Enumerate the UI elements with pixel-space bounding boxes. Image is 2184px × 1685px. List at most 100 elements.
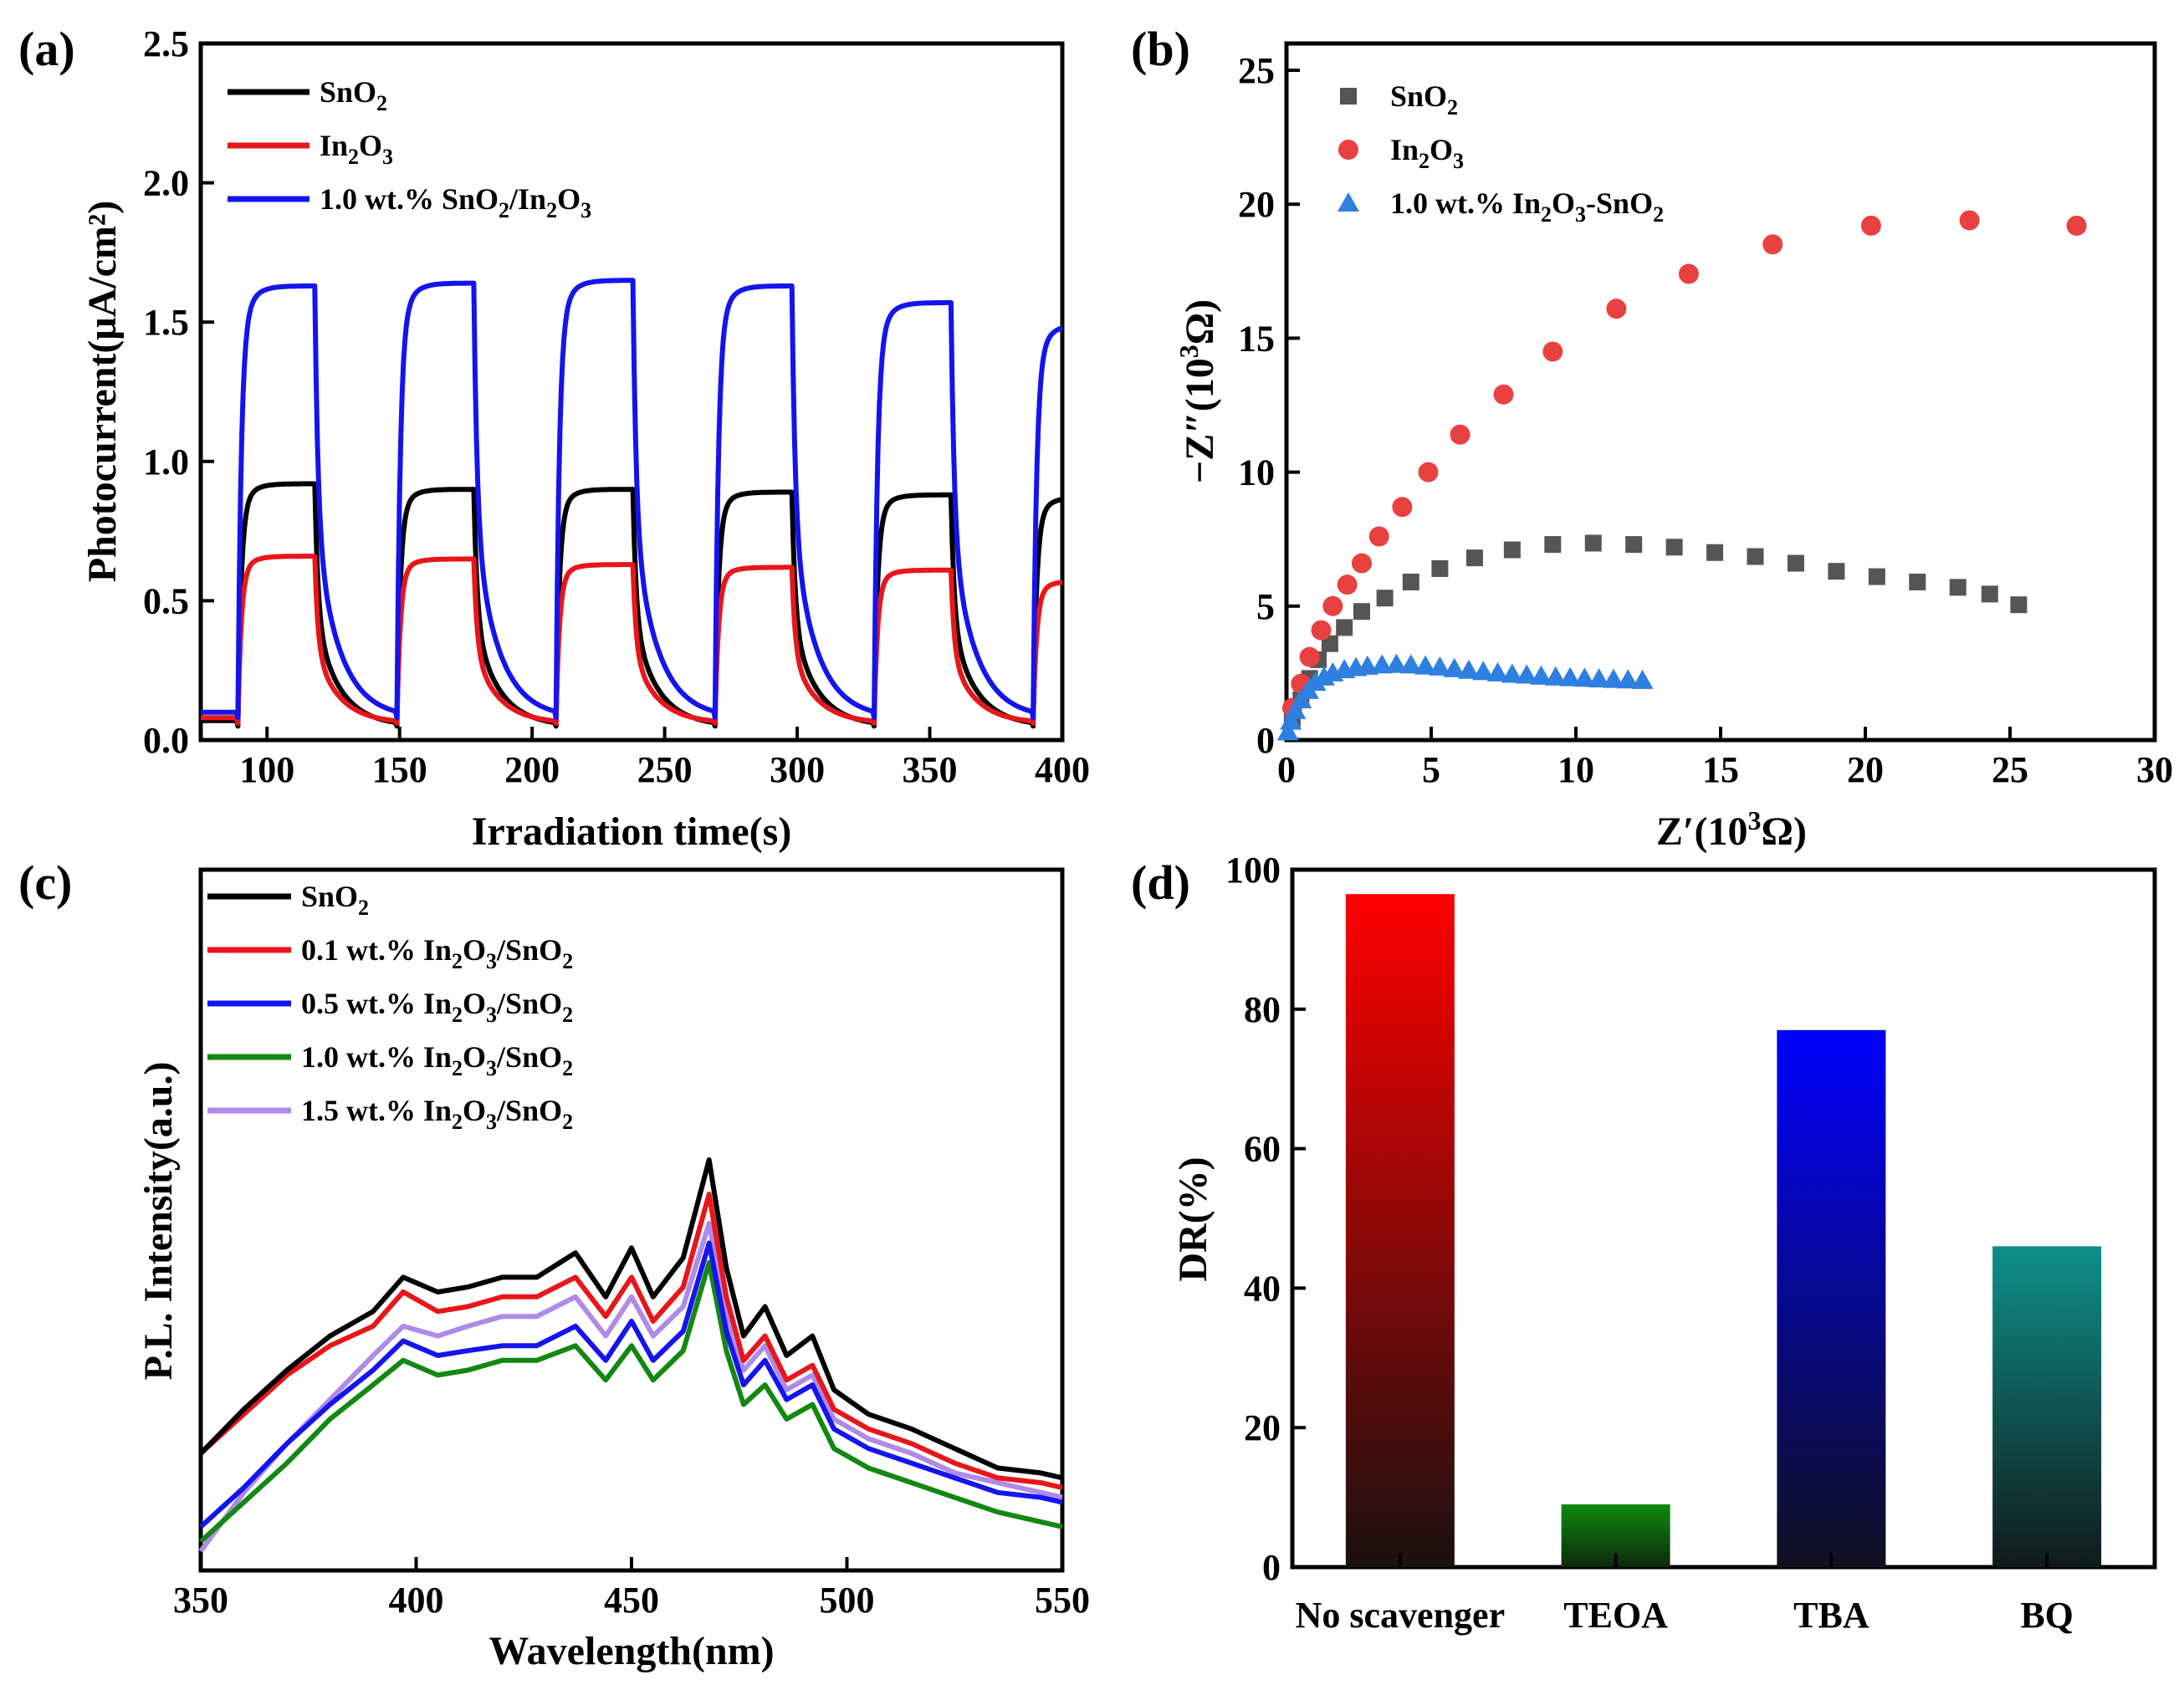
point-square: [2010, 596, 2028, 614]
series-line-In2O3: [199, 554, 1064, 726]
legend-label-part: O: [463, 1094, 486, 1127]
legend-marker: [1338, 192, 1359, 212]
point-triangle: [1617, 669, 1639, 689]
y-tick-label: 0: [1256, 720, 1275, 761]
legend-label-part: In: [1390, 133, 1419, 166]
point-triangle: [1501, 663, 1523, 683]
legend-label-part: 1.0 wt.% SnO: [320, 182, 499, 216]
panel-b-axes: 0 5 10 15 20 25 30 0 5 10 15 20 25: [1238, 50, 2173, 790]
panel-c-series: [198, 1157, 1063, 1553]
y-tick-label: 1.0: [143, 442, 189, 483]
panel-a-series: [199, 278, 1064, 729]
x-tick-label: 250: [637, 749, 693, 790]
point-circle: [1959, 210, 1980, 231]
point-circle: [1493, 384, 1514, 405]
x-tick-label: BQ: [2020, 1595, 2074, 1636]
point-triangle: [1356, 655, 1378, 675]
y-tick-label: 2.0: [143, 163, 189, 204]
x-tick-label: 300: [770, 749, 825, 790]
x-tick-label: 100: [239, 749, 294, 790]
point-circle: [1542, 341, 1563, 362]
legend-label: SnO2: [301, 880, 369, 920]
bar-TBA: [1777, 1029, 1886, 1567]
legend-label: 0.1 wt.% In2O3/SnO2: [301, 933, 573, 973]
panel-b-xlabel: Z′(103Ω): [1656, 805, 1807, 854]
legend-label-part: 3: [486, 1003, 497, 1027]
legend-label-part: 2: [1541, 202, 1552, 227]
point-triangle: [1276, 721, 1299, 741]
legend-label-part: SnO: [320, 75, 376, 109]
series-line-0.1 wt.% In2O3/SnO2: [198, 1192, 1063, 1490]
panel-b-xlabel-main: Z′(10: [1656, 809, 1748, 854]
point-circle: [1418, 462, 1439, 483]
point-square: [1544, 536, 1562, 554]
x-tick-label: 25: [1992, 749, 2028, 790]
point-circle: [1762, 234, 1783, 255]
point-triangle: [1414, 655, 1437, 675]
legend-label-part: 2: [562, 949, 573, 973]
panel-a: (a) 100 150 200 250 300 350 400 0.0 0.5 1.0 1.5 2.0…: [18, 22, 1090, 854]
y-tick-label: 80: [1244, 989, 1281, 1030]
y-tick-label: 2.5: [143, 23, 189, 64]
y-tick-label: 0.0: [143, 720, 189, 761]
point-triangle: [1457, 659, 1480, 679]
point-square: [1828, 563, 1845, 580]
point-square: [1336, 619, 1353, 636]
legend-label-part: 3: [1453, 149, 1464, 173]
legend-label: In2O3: [1390, 133, 1464, 173]
legend-label-part: O: [463, 1040, 486, 1074]
point-square: [1402, 573, 1419, 590]
point-square: [1949, 579, 1967, 596]
point-square: [1503, 541, 1521, 559]
legend-label-part: 1.0 wt.% In: [301, 1040, 452, 1074]
panel-d-ylabel: DR(%): [1171, 1157, 1215, 1281]
legend-label-part: -SnO: [1586, 186, 1653, 220]
legend-label: SnO2: [1390, 79, 1458, 120]
legend-label-part: 1.5 wt.% In: [301, 1094, 452, 1127]
x-tick-label: 350: [173, 1580, 228, 1621]
point-circle: [1392, 497, 1413, 518]
series-line-1.0 wt.% In2O3/SnO2: [198, 1259, 1063, 1544]
panel-c-label: (c): [18, 855, 72, 910]
panel-b-ylabel-sup: 3: [1174, 345, 1204, 358]
point-circle: [2066, 215, 2087, 236]
y-tick-label: 40: [1244, 1268, 1281, 1309]
legend-label-part: 2: [452, 1003, 463, 1027]
point-square: [1584, 534, 1602, 552]
panel-d-label: (d): [1131, 855, 1190, 910]
legend-label-part: 2: [348, 145, 359, 169]
y-tick-label: 100: [1225, 850, 1281, 891]
point-triangle: [1371, 654, 1394, 674]
panel-c-ylabel: P.L. Intensity(a.u.): [136, 1062, 181, 1381]
legend-label-part: /SnO: [496, 987, 562, 1020]
series-line-0.5 wt.% In2O3/SnO2: [198, 1240, 1063, 1529]
point-square: [1625, 536, 1643, 554]
point-circle: [1299, 646, 1320, 667]
legend-label: 1.0 wt.% SnO2/In2O3: [320, 182, 591, 222]
legend-label: In2O3: [320, 129, 393, 169]
legend-label-part: In: [320, 129, 348, 162]
series-line-SnO2: [199, 481, 1064, 729]
y-tick-label: 1.5: [143, 302, 189, 343]
legend-label: 0.5 wt.% In2O3/SnO2: [301, 987, 573, 1027]
point-square: [1787, 554, 1804, 572]
legend-label-part: 3: [382, 145, 393, 169]
point-triangle: [1399, 654, 1422, 674]
x-tick-label: 30: [2136, 749, 2173, 790]
point-triangle: [1304, 671, 1327, 692]
y-tick-label: 10: [1238, 452, 1275, 493]
point-triangle: [1631, 669, 1654, 689]
panel-b-ylabel: −Z″(103Ω): [1174, 299, 1222, 483]
legend-label-part: 2: [562, 1056, 573, 1080]
panel-d-axes: 0 20 40 60 80 100: [1225, 850, 1306, 1588]
panel-b-xlabel-sup: 3: [1748, 805, 1762, 835]
legend-label-part: 1.0 wt.% In: [1390, 186, 1541, 220]
point-circle: [1311, 620, 1332, 641]
x-tick-label: 15: [1702, 749, 1739, 790]
point-square: [1665, 539, 1683, 556]
